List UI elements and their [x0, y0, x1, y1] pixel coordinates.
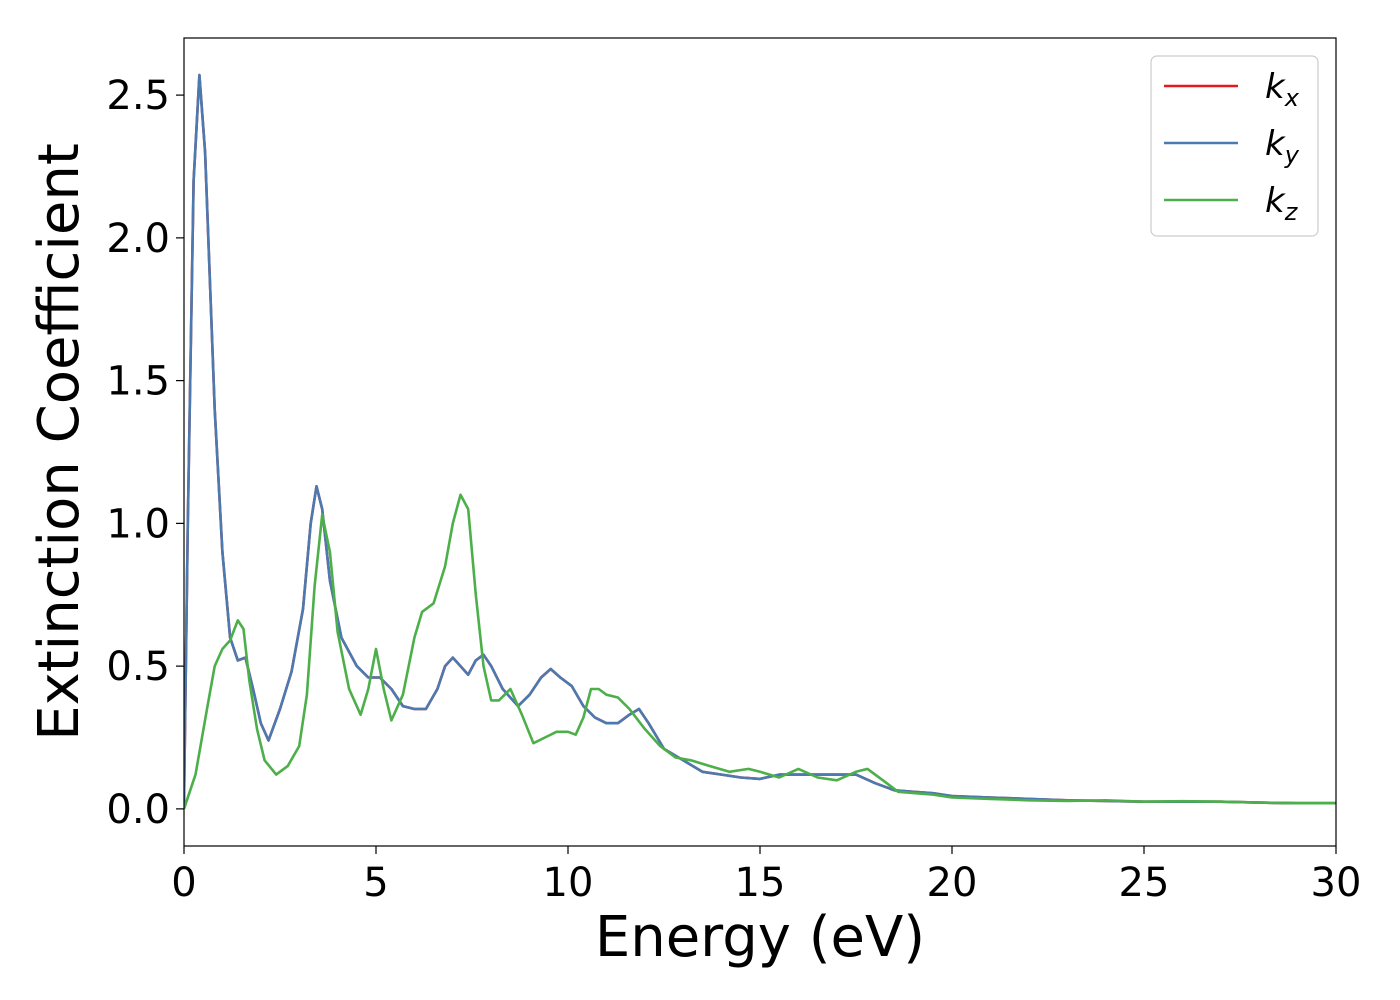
- legend-label-kz: kz: [1265, 181, 1299, 226]
- y-tick-label: 0.5: [106, 644, 170, 690]
- legend: kx ky kz: [1150, 55, 1319, 237]
- y-tick-label: 0.0: [106, 787, 170, 833]
- x-axis-title: Energy (eV): [595, 905, 925, 970]
- legend-box: [1150, 55, 1319, 237]
- series-layer: [184, 73, 1336, 810]
- x-axis: 0 5 10 15 20 25 30: [171, 846, 1361, 906]
- x-tick-label: 5: [363, 860, 388, 906]
- legend-label-kx: kx: [1265, 67, 1300, 112]
- x-tick-label: 25: [1119, 860, 1170, 906]
- x-tick-label: 10: [543, 860, 594, 906]
- legend-label-ky: ky: [1265, 124, 1300, 169]
- x-tick-label: 15: [735, 860, 786, 906]
- x-tick-label: 0: [171, 860, 196, 906]
- y-tick-label: 2.5: [106, 73, 170, 119]
- y-axis: 0.0 0.5 1.0 1.5 2.0 2.5: [106, 73, 184, 833]
- series-line-kz: [184, 493, 1336, 810]
- x-tick-label: 30: [1311, 860, 1362, 906]
- legend-entries: kx ky kz: [1164, 67, 1300, 226]
- y-axis-title: Extinction Coefficient: [27, 143, 92, 741]
- y-tick-label: 1.0: [106, 501, 170, 547]
- y-tick-label: 1.5: [106, 359, 170, 405]
- x-tick-label: 20: [927, 860, 978, 906]
- y-tick-label: 2.0: [106, 216, 170, 262]
